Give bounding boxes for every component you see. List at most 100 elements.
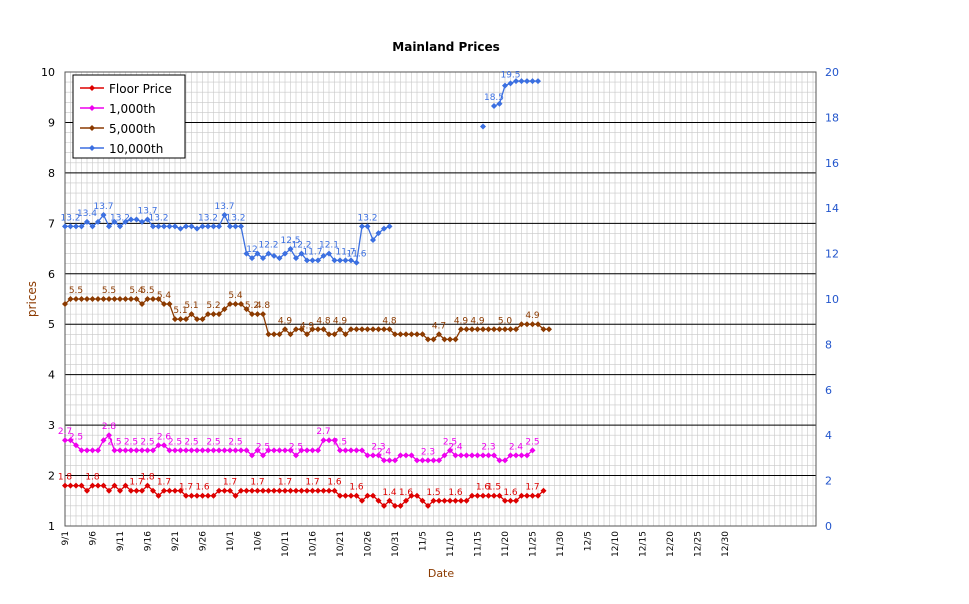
chart-title: Mainland Prices — [392, 40, 499, 54]
legend-marker — [89, 125, 95, 131]
data-point — [293, 452, 299, 459]
data-point — [128, 447, 134, 454]
data-point — [315, 447, 321, 454]
data-point — [326, 437, 332, 444]
data-point — [276, 331, 283, 338]
data-point — [397, 452, 404, 459]
left-tick-label: 1 — [48, 520, 55, 533]
data-label: 5.1 — [173, 306, 187, 316]
data-point — [254, 487, 261, 494]
left-tick-label: 4 — [48, 369, 55, 382]
data-label: 2.5 — [168, 437, 182, 447]
data-label: 1.7 — [250, 478, 264, 488]
data-point — [227, 487, 233, 494]
data-point — [249, 311, 255, 318]
data-point — [502, 326, 508, 333]
data-label: 2.5 — [206, 437, 220, 447]
right-tick-label: 12 — [825, 248, 839, 261]
data-point — [463, 326, 470, 333]
data-point — [298, 326, 305, 333]
data-label: 2.5 — [333, 437, 347, 447]
data-point — [320, 437, 327, 444]
data-point — [348, 492, 354, 499]
data-point — [304, 331, 310, 338]
data-label: 4.9 — [454, 316, 469, 326]
legend: Floor Price 1,000th 5,000th 10,000th — [72, 74, 186, 159]
data-label: 13.2 — [110, 213, 130, 223]
data-point — [188, 447, 195, 454]
data-point — [436, 497, 442, 504]
data-label: 2.5 — [107, 437, 121, 447]
data-label: 2.7 — [58, 427, 72, 437]
data-point — [73, 442, 79, 449]
data-point — [381, 502, 387, 509]
plot-border — [64, 71, 817, 527]
data-point — [463, 452, 470, 459]
data-point — [205, 492, 211, 499]
data-label: 1.7 — [278, 478, 292, 488]
data-point — [331, 257, 338, 264]
data-point — [73, 482, 79, 489]
data-point — [161, 223, 167, 230]
data-point — [139, 447, 145, 454]
data-label: 4.9 — [300, 321, 315, 331]
data-point — [172, 316, 178, 323]
data-label: 5.4 — [157, 291, 172, 301]
data-point — [491, 103, 497, 110]
data-point — [287, 331, 294, 338]
data-point — [320, 487, 327, 494]
data-point — [375, 230, 382, 237]
data-point — [386, 457, 393, 464]
data-point — [452, 336, 459, 343]
data-point — [491, 492, 497, 499]
data-point — [502, 497, 508, 504]
data-point — [139, 301, 145, 308]
data-point — [122, 482, 129, 489]
data-point — [331, 437, 338, 444]
x-tick-label: 12/30 — [721, 531, 731, 557]
data-point — [436, 457, 442, 464]
data-label: 13.2 — [357, 213, 377, 223]
data-point — [177, 487, 184, 494]
data-point — [282, 487, 288, 494]
data-point — [254, 311, 261, 318]
data-point — [535, 321, 541, 328]
data-point — [480, 326, 486, 333]
data-label: 2.4 — [448, 442, 463, 452]
data-label: 13.2 — [60, 213, 80, 223]
data-point — [485, 492, 492, 499]
data-point — [469, 326, 475, 333]
data-point — [95, 218, 101, 225]
data-point — [106, 487, 112, 494]
data-point — [430, 457, 437, 464]
data-point — [326, 487, 332, 494]
data-point — [89, 296, 96, 302]
data-point — [238, 487, 244, 494]
data-point — [282, 447, 288, 454]
data-point — [89, 447, 96, 454]
data-point — [496, 457, 503, 464]
data-point — [359, 223, 365, 230]
data-label: 1.6 — [399, 488, 414, 498]
data-point — [78, 447, 85, 454]
data-point — [386, 223, 393, 230]
data-point — [221, 306, 228, 313]
data-point — [150, 487, 156, 494]
data-point — [408, 331, 415, 338]
data-point — [183, 223, 189, 230]
data-point — [216, 487, 222, 494]
data-label: 2.4 — [509, 442, 524, 452]
data-label: 2.5 — [525, 437, 539, 447]
data-point — [194, 447, 200, 454]
data-point — [133, 216, 140, 223]
x-tick-label: 9/6 — [89, 531, 99, 546]
data-point — [441, 452, 448, 459]
data-point — [199, 223, 206, 230]
legend-marker — [89, 105, 95, 111]
data-label: 13.7 — [214, 202, 234, 212]
right-tick-label: 20 — [825, 66, 839, 79]
data-point — [419, 457, 426, 464]
data-label: 1.6 — [503, 488, 518, 498]
data-point — [194, 316, 200, 323]
